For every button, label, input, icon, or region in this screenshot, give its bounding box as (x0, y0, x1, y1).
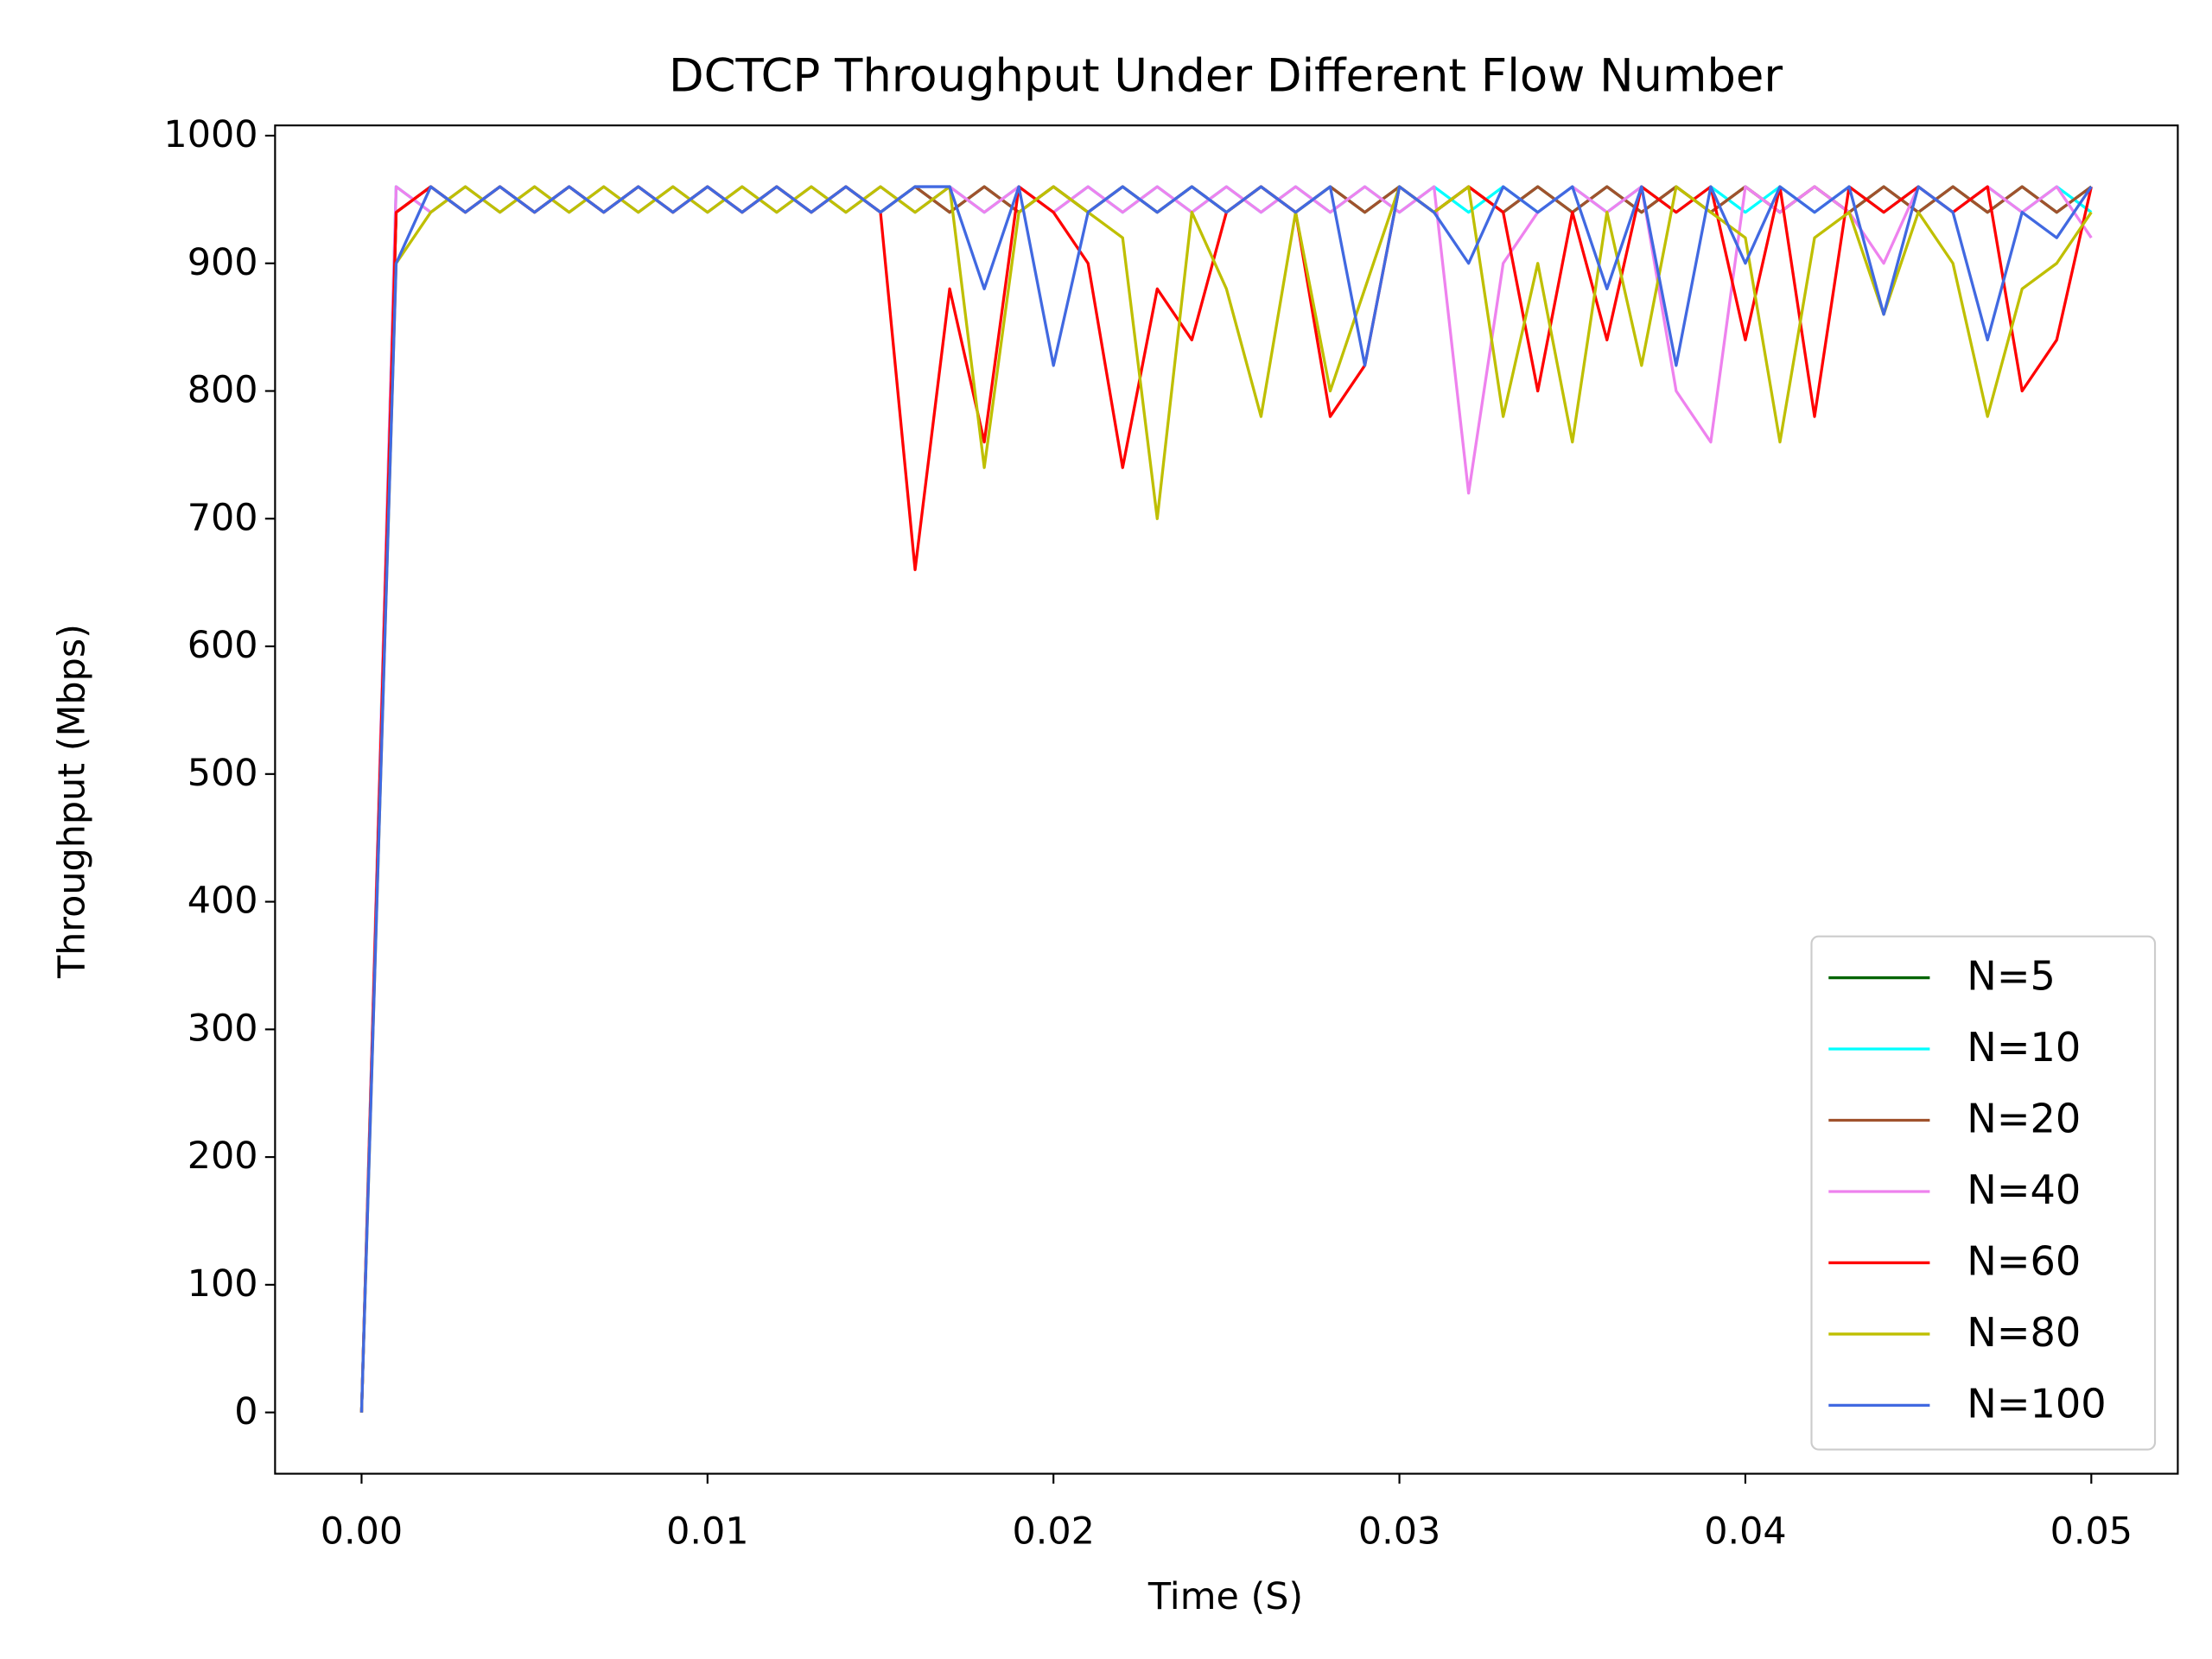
x-tick-label: 0.01 (666, 1510, 748, 1553)
x-tick-label: 0.04 (1704, 1510, 1786, 1553)
y-axis-label: Throughput (Mbps) (50, 624, 93, 979)
y-tick-label: 700 (188, 496, 258, 539)
y-tick-label: 900 (188, 241, 258, 284)
y-tick-label: 1000 (163, 113, 257, 156)
legend-label: N=5 (1967, 953, 2056, 1000)
x-tick-label: 0.05 (2050, 1510, 2133, 1553)
x-tick-label: 0.00 (321, 1510, 403, 1553)
legend-label: N=10 (1967, 1024, 2081, 1071)
series-line (359, 185, 2093, 1413)
x-tick-label: 0.02 (1012, 1510, 1094, 1553)
chart-title: DCTCP Throughput Under Different Flow Nu… (669, 49, 1783, 102)
y-tick-label: 200 (188, 1135, 258, 1178)
y-tick-label: 300 (188, 1007, 258, 1050)
legend-label: N=100 (1967, 1381, 2106, 1427)
legend: N=5 N=10 N=20 N=40 N=60 N=80 N=100 (1810, 935, 2157, 1451)
series-line (359, 185, 2093, 1413)
x-tick-label: 0.03 (1358, 1510, 1440, 1553)
x-axis-label: Time (S) (1147, 1575, 1303, 1618)
y-tick-label: 800 (188, 369, 258, 412)
legend-label: N=40 (1967, 1166, 2081, 1213)
legend-label: N=60 (1967, 1238, 2081, 1285)
y-tick-label: 400 (188, 880, 258, 923)
legend-box (1810, 935, 2157, 1451)
y-tick-label: 600 (188, 624, 258, 667)
y-tick-label: 100 (188, 1262, 258, 1306)
y-tick-label: 500 (188, 752, 258, 795)
legend-label: N=20 (1967, 1096, 2081, 1142)
legend-label: N=80 (1967, 1309, 2081, 1356)
y-tick-label: 0 (234, 1390, 257, 1433)
plot-frame (274, 124, 2179, 1475)
